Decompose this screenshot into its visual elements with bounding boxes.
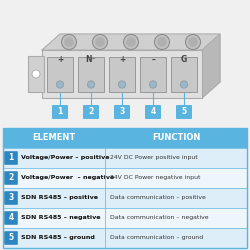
Text: +: + — [57, 56, 63, 64]
Polygon shape — [42, 34, 220, 50]
Circle shape — [56, 81, 64, 88]
Circle shape — [64, 38, 74, 46]
FancyBboxPatch shape — [83, 105, 99, 119]
Text: 3: 3 — [120, 108, 124, 116]
Bar — [3, 128, 247, 148]
Text: +: + — [119, 56, 125, 64]
FancyBboxPatch shape — [4, 191, 18, 205]
Circle shape — [88, 81, 94, 88]
Circle shape — [124, 34, 138, 50]
Circle shape — [150, 81, 156, 88]
Text: SDN RS485 – positive: SDN RS485 – positive — [21, 196, 98, 200]
Bar — [171, 56, 197, 92]
Bar — [3, 148, 247, 168]
Circle shape — [32, 70, 40, 78]
Text: Data communication – ground: Data communication – ground — [110, 236, 203, 240]
Bar — [47, 56, 73, 92]
Circle shape — [158, 38, 166, 46]
Text: 3: 3 — [8, 194, 14, 202]
Text: Data communication – positive: Data communication – positive — [110, 196, 206, 200]
Text: 4: 4 — [8, 214, 14, 222]
Bar — [0, 0, 250, 122]
Text: 24V DC Power positive input: 24V DC Power positive input — [110, 156, 198, 160]
Text: Data communication – negative: Data communication – negative — [110, 216, 208, 220]
Bar — [3, 228, 247, 248]
FancyBboxPatch shape — [4, 171, 18, 185]
Circle shape — [126, 38, 136, 46]
Text: 1: 1 — [58, 108, 62, 116]
Bar — [42, 50, 202, 98]
Circle shape — [154, 34, 170, 50]
Bar — [3, 168, 247, 188]
Text: 2: 2 — [8, 174, 14, 182]
Circle shape — [62, 34, 76, 50]
Text: 5: 5 — [8, 234, 14, 242]
Text: FUNCTION: FUNCTION — [152, 134, 200, 142]
Text: SDN RS485 – negative: SDN RS485 – negative — [21, 216, 100, 220]
FancyBboxPatch shape — [4, 231, 18, 245]
Bar — [3, 128, 247, 248]
Circle shape — [118, 81, 126, 88]
Circle shape — [96, 38, 104, 46]
Circle shape — [186, 34, 200, 50]
FancyBboxPatch shape — [4, 151, 18, 165]
Text: SDN RS485 – ground: SDN RS485 – ground — [21, 236, 95, 240]
Text: 1: 1 — [8, 154, 14, 162]
Text: G: G — [181, 56, 187, 64]
Bar — [109, 56, 135, 92]
Circle shape — [180, 81, 188, 88]
Text: 5: 5 — [182, 108, 186, 116]
Text: –: – — [151, 56, 155, 64]
FancyBboxPatch shape — [114, 105, 130, 119]
Text: N⁻: N⁻ — [86, 56, 96, 64]
FancyBboxPatch shape — [176, 105, 192, 119]
FancyBboxPatch shape — [4, 211, 18, 225]
Bar — [78, 56, 104, 92]
Text: 4: 4 — [150, 108, 156, 116]
Bar — [3, 208, 247, 228]
Text: ELEMENT: ELEMENT — [32, 134, 76, 142]
Bar — [140, 56, 166, 92]
Text: 24V DC Power negative input: 24V DC Power negative input — [110, 176, 200, 180]
FancyBboxPatch shape — [52, 105, 68, 119]
Text: Voltage/Power – positive: Voltage/Power – positive — [21, 156, 110, 160]
Circle shape — [92, 34, 108, 50]
Bar — [28, 56, 44, 92]
FancyBboxPatch shape — [145, 105, 161, 119]
Bar — [3, 188, 247, 208]
Circle shape — [188, 38, 198, 46]
Text: Voltage/Power  – negative: Voltage/Power – negative — [21, 176, 114, 180]
Text: 2: 2 — [88, 108, 94, 116]
Polygon shape — [202, 34, 220, 98]
